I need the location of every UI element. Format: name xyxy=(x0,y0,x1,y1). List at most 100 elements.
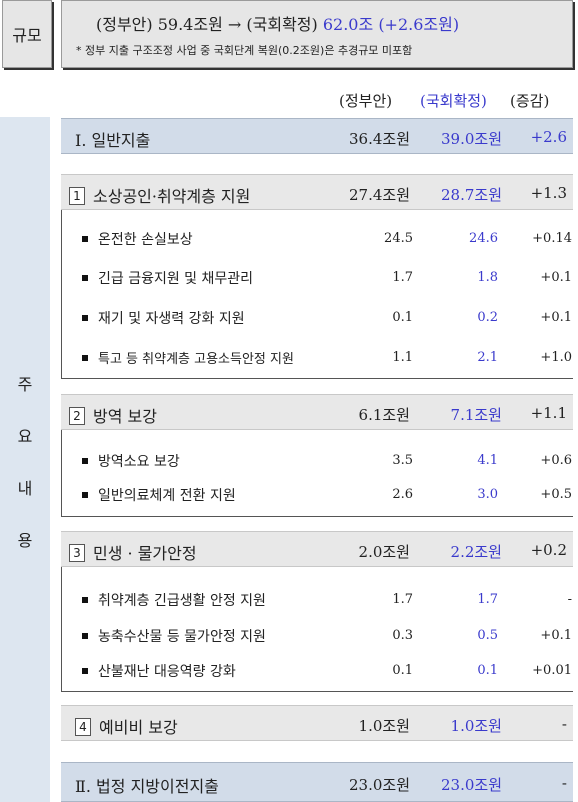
list-item: 방역소요 보강 xyxy=(82,451,180,471)
item-label: 온전한 손실보상 xyxy=(98,232,193,248)
header-gov: (정부안) xyxy=(339,92,393,110)
item-diff: +0.5 xyxy=(540,487,572,502)
section-number: 2 xyxy=(69,407,85,425)
divider xyxy=(61,516,573,517)
side-label-char: 요 xyxy=(17,427,33,446)
list-item: 농축수산물 등 물가안정 지원 xyxy=(82,626,266,646)
local-gov: 23.0조원 xyxy=(349,776,410,794)
section-diff: +1.3 xyxy=(530,184,567,202)
item-final: 1.7 xyxy=(477,592,498,607)
item-label: 일반의료체계 전환 지원 xyxy=(98,488,236,504)
divider xyxy=(61,430,62,516)
item-diff: +1.0 xyxy=(540,350,572,365)
local-title: Ⅱ. 법정 지방이전지출 xyxy=(75,777,219,796)
item-diff: +0.1 xyxy=(540,628,572,643)
bullet-icon xyxy=(82,668,88,674)
item-label: 농축수산물 등 물가안정 지원 xyxy=(98,629,266,645)
header-diff: (증감) xyxy=(510,92,550,110)
section-gov: 6.1조원 xyxy=(358,406,410,424)
item-label: 산불재난 대응역량 강화 xyxy=(98,664,236,680)
side-label-char: 내 xyxy=(17,479,33,498)
item-gov: 2.6 xyxy=(392,487,413,502)
item-diff: +0.14 xyxy=(532,231,572,246)
arrow-icon: → xyxy=(227,15,242,34)
general-final: 39.0조원 xyxy=(441,130,502,148)
section-final: 2.2조원 xyxy=(450,543,502,561)
item-label: 취약계층 긴급생활 안정 지원 xyxy=(98,593,266,609)
scale-final-value: 62.0조 xyxy=(322,15,374,34)
item-diff: +0.1 xyxy=(540,310,572,325)
bullet-icon xyxy=(82,355,88,361)
section-diff: +0.2 xyxy=(530,541,567,559)
section-title: 1 소상공인·취약계층 지원 xyxy=(69,183,250,207)
section-title-text: 소상공인·취약계층 지원 xyxy=(93,187,251,206)
side-label-char: 주 xyxy=(17,375,33,394)
general-title: Ⅰ. 일반지출 xyxy=(75,131,151,150)
header-final: (국회확정) xyxy=(420,92,487,110)
item-gov: 1.1 xyxy=(392,350,413,365)
bullet-icon xyxy=(82,597,88,603)
item-gov: 3.5 xyxy=(392,453,413,468)
list-item: 재기 및 자생력 강화 지원 xyxy=(82,308,245,328)
bullet-icon xyxy=(82,633,88,639)
item-final: 24.6 xyxy=(469,231,498,246)
divider xyxy=(61,567,62,691)
item-label: 재기 및 자생력 강화 지원 xyxy=(98,311,245,327)
section-title-text: 예비비 보강 xyxy=(99,718,178,737)
bullet-icon xyxy=(82,492,88,498)
item-label: 방역소요 보강 xyxy=(98,454,180,470)
item-gov: 0.1 xyxy=(392,663,413,678)
local-transfer-row: Ⅱ. 법정 지방이전지출 23.0조원 23.0조원 - xyxy=(61,762,573,802)
item-gov: 0.3 xyxy=(392,628,413,643)
section-final: 1.0조원 xyxy=(450,717,502,735)
scale-summary: (정부안) 59.4조원 → (국회확정) 62.0조 (+2.6조원) xyxy=(96,11,459,35)
scale-change: (+2.6조원) xyxy=(378,15,460,34)
section-gov: 27.4조원 xyxy=(349,186,410,204)
scale-gov: (정부안) 59.4조원 xyxy=(96,15,223,34)
item-final: 3.0 xyxy=(477,487,498,502)
item-gov: 1.7 xyxy=(392,270,413,285)
item-gov: 24.5 xyxy=(384,231,413,246)
bullet-icon xyxy=(82,458,88,464)
divider xyxy=(61,691,573,692)
item-diff: +0.01 xyxy=(532,663,572,678)
item-gov: 0.1 xyxy=(392,310,413,325)
local-diff: - xyxy=(561,774,567,792)
section-row: 4 예비비 보강 1.0조원 1.0조원 - xyxy=(61,705,573,741)
section-title: 4 예비비 보강 xyxy=(75,714,178,738)
section-title-text: 방역 보강 xyxy=(93,407,157,426)
item-diff: +0.1 xyxy=(540,270,572,285)
section-title: 2 방역 보강 xyxy=(69,403,157,427)
section-gov: 2.0조원 xyxy=(358,543,410,561)
bullet-icon xyxy=(82,315,88,321)
section-row: 1 소상공인·취약계층 지원 27.4조원 28.7조원 +1.3 xyxy=(61,174,573,210)
local-final: 23.0조원 xyxy=(441,776,502,794)
item-final: 0.1 xyxy=(477,663,498,678)
section-diff: +1.1 xyxy=(530,404,567,422)
side-label-column: 주 요 내 용 xyxy=(0,117,50,802)
section-row: 2 방역 보강 6.1조원 7.1조원 +1.1 xyxy=(61,394,573,430)
section-gov: 1.0조원 xyxy=(358,717,410,735)
section-number: 1 xyxy=(69,187,85,205)
item-final: 1.8 xyxy=(477,270,498,285)
item-gov: 1.7 xyxy=(392,592,413,607)
scale-note: * 정부 지출 구조조정 사업 중 국회단계 복원(0.2조원)은 추경규모 미… xyxy=(76,44,413,57)
side-label-char: 용 xyxy=(17,531,33,550)
list-item: 산불재난 대응역량 강화 xyxy=(82,661,236,681)
item-diff: - xyxy=(567,592,572,607)
general-gov: 36.4조원 xyxy=(349,130,410,148)
section-number: 4 xyxy=(75,718,91,736)
list-item: 일반의료체계 전환 지원 xyxy=(82,485,236,505)
section-diff: - xyxy=(561,715,567,733)
item-label: 긴급 금융지원 및 채무관리 xyxy=(98,271,254,287)
list-item: 취약계층 긴급생활 안정 지원 xyxy=(82,590,266,610)
section-title-text: 민생 · 물가안정 xyxy=(93,544,197,563)
scale-label: 규모 xyxy=(2,0,52,68)
divider xyxy=(61,378,573,379)
section-title: 3 민생 · 물가안정 xyxy=(69,540,197,564)
item-final: 0.5 xyxy=(477,628,498,643)
divider xyxy=(61,210,62,378)
item-final: 4.1 xyxy=(477,453,498,468)
item-final: 0.2 xyxy=(477,310,498,325)
scale-final-label: (국회확정) xyxy=(246,15,318,34)
